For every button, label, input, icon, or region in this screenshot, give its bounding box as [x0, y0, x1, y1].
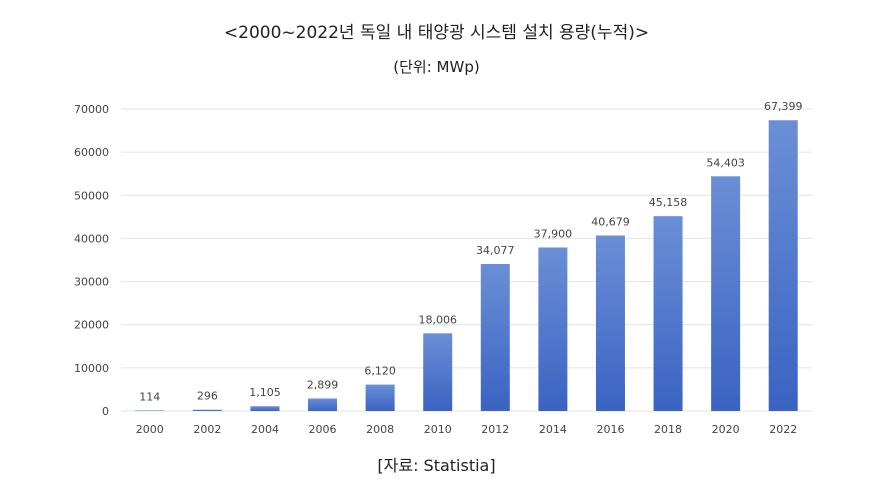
gridlines [121, 108, 812, 412]
bar-value-label: 34,077 [476, 244, 515, 257]
y-tick-label: 40000 [74, 232, 109, 245]
bar [768, 120, 798, 411]
y-tick-label: 50000 [74, 189, 109, 202]
bar [538, 247, 568, 411]
x-tick-label: 2012 [481, 423, 509, 436]
bar-value-label: 1,105 [249, 386, 281, 399]
bars [135, 120, 798, 411]
x-tick-label: 2014 [539, 423, 567, 436]
bar-value-label: 40,679 [591, 215, 630, 228]
bar-value-labels: 114 296 1,105 2,899 6,120 18,006 34,077 37,900 4… [139, 100, 802, 403]
bar [711, 176, 741, 411]
y-tick-label: 60000 [74, 146, 109, 159]
y-axis-tick-labels: 0 10000 20000 30000 40000 50000 60000 70000 [74, 103, 109, 418]
bar-value-label: 67,399 [764, 100, 803, 113]
y-tick-label: 30000 [74, 276, 109, 289]
x-tick-label: 2020 [712, 423, 740, 436]
bar [480, 263, 510, 411]
bar [250, 406, 280, 411]
bar-value-label: 54,403 [706, 156, 745, 169]
bar-value-label: 6,120 [364, 365, 396, 378]
chart-title: <2000~2022년 독일 내 태양광 시스템 설치 용량(누적)> [223, 23, 650, 43]
x-tick-label: 2010 [424, 423, 452, 436]
x-tick-label: 2004 [251, 423, 279, 436]
bar [308, 398, 338, 411]
x-tick-label: 2002 [193, 423, 221, 436]
y-tick-label: 20000 [74, 319, 109, 332]
bar-value-label: 37,900 [534, 227, 573, 240]
bar-value-label: 18,006 [418, 313, 457, 326]
chart-unit-subtitle: (단위: MWp) [393, 58, 480, 76]
x-tick-label: 2016 [596, 423, 624, 436]
x-tick-label: 2006 [309, 423, 337, 436]
y-tick-label: 10000 [74, 362, 109, 375]
y-tick-label: 0 [102, 405, 109, 418]
x-tick-label: 2000 [136, 423, 164, 436]
x-axis-tick-labels: 2000 2002 2004 2006 2008 2010 2012 2014 2016 2018… [136, 423, 797, 436]
x-tick-label: 2022 [769, 423, 797, 436]
x-tick-label: 2008 [366, 423, 394, 436]
bar [192, 409, 222, 411]
bar [653, 216, 683, 411]
bar-value-label: 45,158 [649, 196, 688, 209]
source-caption: [자료: Statistia] [377, 456, 496, 475]
bar-value-label: 296 [197, 390, 218, 403]
bar-value-label: 2,899 [307, 378, 339, 391]
bar-value-label: 114 [139, 391, 160, 404]
bar [595, 235, 625, 411]
bar [423, 333, 453, 411]
y-tick-label: 70000 [74, 103, 109, 116]
bar [365, 384, 395, 411]
x-tick-label: 2018 [654, 423, 682, 436]
